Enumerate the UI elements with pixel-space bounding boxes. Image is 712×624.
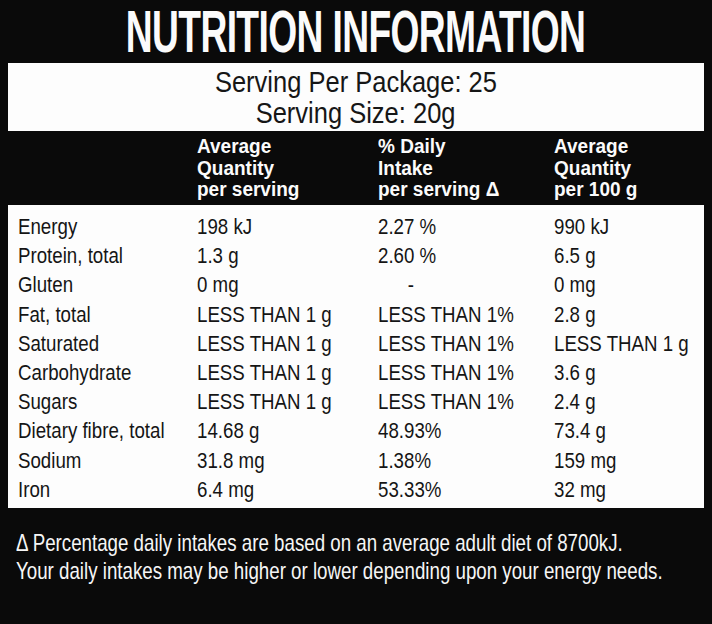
per-serving-value: LESS THAN 1 g — [197, 301, 356, 329]
nutrient-label: Energy — [18, 213, 88, 241]
daily-intake-value: 1.38% — [378, 447, 440, 475]
table-row: Protein, total 1.3 g 2.60 % 6.5 g — [8, 242, 704, 271]
footnote-line-2: Your daily intakes may be higher or lowe… — [16, 558, 663, 584]
per-serving-value: LESS THAN 1 g — [197, 388, 356, 416]
title-bar: NUTRITION INFORMATION — [0, 0, 712, 63]
serving-per-package-text: Serving Per Package: 25 — [8, 66, 704, 97]
per-100g-value: 3.6 g — [554, 359, 603, 387]
per-100g-value: 6.5 g — [554, 242, 603, 270]
column-header-per-100g: Average Quantity per 100 g — [554, 136, 637, 201]
daily-intake-value: LESS THAN 1% — [378, 330, 538, 358]
footnote-line-1: Δ Percentage daily intakes are based on … — [16, 530, 623, 556]
nutrient-label: Saturated — [18, 330, 113, 358]
per-serving-value: 0 mg — [197, 271, 246, 299]
nutrient-label: Sodium — [18, 447, 93, 475]
nutrition-label: NUTRITION INFORMATION Serving Per Packag… — [0, 0, 712, 624]
table-row: Dietary fibre, total 14.68 g 48.93% 73.4… — [8, 417, 704, 446]
per-100g-value: 0 mg — [554, 271, 603, 299]
nutrient-label: Carbohydrate — [18, 359, 151, 387]
serving-panel: Serving Per Package: 25 Serving Size: 20… — [8, 63, 704, 131]
table-row: Sodium 31.8 mg 1.38% 159 mg — [8, 447, 704, 476]
per-serving-value: 1.3 g — [197, 242, 246, 270]
nutrient-label: Protein, total — [18, 242, 142, 270]
per-100g-value: 2.8 g — [554, 301, 603, 329]
per-serving-value: LESS THAN 1 g — [197, 330, 356, 358]
per-100g-value: 73.4 g — [554, 417, 615, 445]
table-header: Average Quantity per serving % Daily Int… — [0, 131, 712, 205]
daily-intake-value: 53.33% — [378, 476, 453, 504]
nutrient-label: Dietary fibre, total — [18, 417, 190, 445]
page-title: NUTRITION INFORMATION — [126, 2, 586, 62]
daily-intake-value: 48.93% — [378, 417, 453, 445]
table-row: Sugars LESS THAN 1 g LESS THAN 1% 2.4 g — [8, 388, 704, 417]
per-serving-value: 198 kJ — [197, 213, 262, 241]
nutrient-label: Iron — [18, 476, 56, 504]
per-serving-value: LESS THAN 1 g — [197, 359, 356, 387]
per-100g-value: 990 kJ — [554, 213, 619, 241]
table-row: Fat, total LESS THAN 1 g LESS THAN 1% 2.… — [8, 301, 704, 330]
nutrient-label: Gluten — [18, 271, 83, 299]
daily-intake-value: 2.60 % — [378, 242, 447, 270]
table-row: Energy 198 kJ 2.27 % 990 kJ — [8, 213, 704, 242]
footnote: Δ Percentage daily intakes are based on … — [0, 508, 712, 624]
table-row: Saturated LESS THAN 1 g LESS THAN 1% LES… — [8, 330, 704, 359]
column-header-daily-intake: % Daily Intake per serving Δ — [378, 136, 499, 201]
nutrition-table: Energy 198 kJ 2.27 % 990 kJ Protein, tot… — [8, 205, 704, 508]
column-header-per-serving: Average Quantity per serving — [197, 136, 299, 201]
nutrient-label: Fat, total — [18, 301, 104, 329]
per-serving-value: 31.8 mg — [197, 447, 277, 475]
daily-intake-value: - — [378, 271, 420, 299]
per-100g-value: 32 mg — [554, 476, 615, 504]
table-row: Carbohydrate LESS THAN 1 g LESS THAN 1% … — [8, 359, 704, 388]
per-100g-value: 159 mg — [554, 447, 627, 475]
per-100g-value: 2.4 g — [554, 388, 603, 416]
serving-size-text: Serving Size: 20g — [8, 97, 704, 128]
table-row: Gluten 0 mg - 0 mg — [8, 271, 704, 300]
per-serving-value: 6.4 mg — [197, 476, 264, 504]
table-row: Iron 6.4 mg 53.33% 32 mg — [8, 476, 704, 505]
per-serving-value: 14.68 g — [197, 417, 270, 445]
daily-intake-value: LESS THAN 1% — [378, 359, 538, 387]
daily-intake-value: LESS THAN 1% — [378, 301, 538, 329]
daily-intake-value: LESS THAN 1% — [378, 388, 538, 416]
per-100g-value: LESS THAN 1 g — [554, 330, 712, 358]
nutrient-label: Sugars — [18, 388, 88, 416]
daily-intake-value: 2.27 % — [378, 213, 447, 241]
